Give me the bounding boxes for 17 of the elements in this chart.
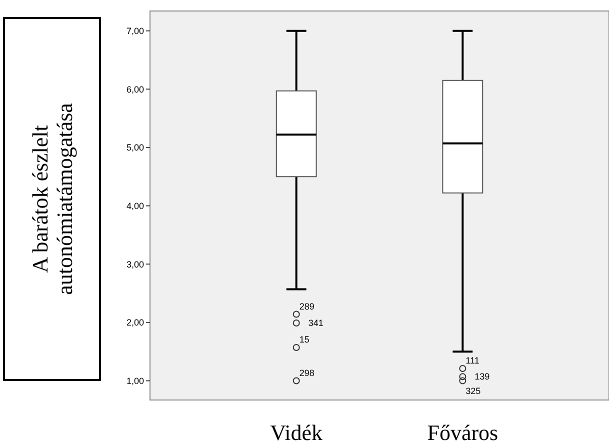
y-tick-label: 3,00 xyxy=(126,259,144,270)
y-tick-label: 5,00 xyxy=(126,142,144,153)
annotation: 298 xyxy=(299,368,314,378)
y-tick-label: 2,00 xyxy=(126,318,144,328)
annotation: 111 xyxy=(466,356,480,366)
annotation: 289 xyxy=(299,301,314,312)
annotation: 341 xyxy=(308,318,324,328)
y-axis-title: A barátok észlelt autonómiatámogatása xyxy=(28,102,77,295)
y-tick-label: 1,00 xyxy=(126,376,144,386)
y-tick-label: 7,00 xyxy=(126,26,144,36)
x-tick-label: Főváros xyxy=(427,420,498,445)
x-tick-label: Vidék xyxy=(270,420,323,445)
y-tick-label: 4,00 xyxy=(126,200,144,211)
annotation: 139 xyxy=(474,372,490,382)
annotation: 15 xyxy=(299,334,310,345)
y-tick-label: 6,00 xyxy=(126,84,144,94)
annotation: 325 xyxy=(466,386,481,396)
